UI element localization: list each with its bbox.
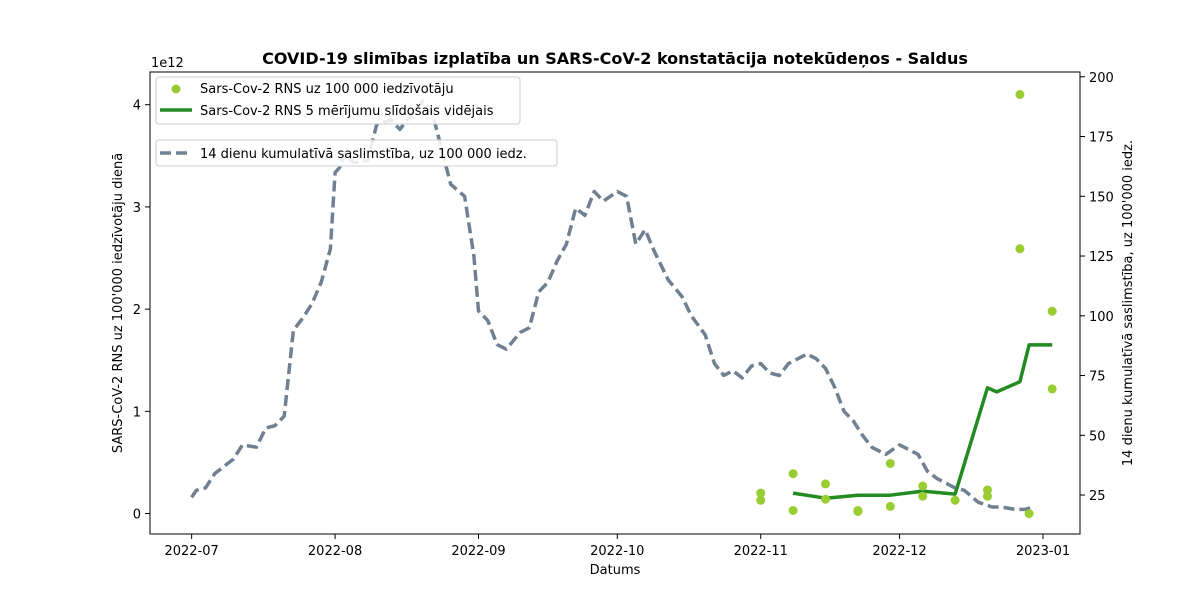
left-y-tick-label: 2	[133, 303, 141, 318]
rna-data-point	[821, 479, 830, 489]
rna-data-point	[1015, 90, 1025, 99]
rna-data-point	[853, 506, 863, 515]
legend-scatter-marker	[171, 84, 181, 94]
x-tick-label: 2022-07	[164, 544, 218, 559]
x-tick-label: 2022-08	[308, 544, 362, 559]
right-y-tick-label: 200	[1089, 71, 1114, 86]
rna-data-point	[1015, 244, 1025, 254]
rna-data-point	[788, 469, 798, 479]
left-y-tick-label: 4	[133, 99, 141, 114]
x-axis-label: Datums	[590, 563, 641, 578]
rolling-average-line	[792, 343, 1053, 500]
chart-title: COVID-19 slimības izplatība un SARS-CoV-…	[262, 49, 968, 68]
x-tick-label: 2023-01	[1016, 544, 1070, 559]
rna-data-point	[983, 491, 992, 501]
x-tick-label: 2022-12	[872, 544, 926, 559]
left-y-tick-label: 0	[133, 508, 141, 523]
x-axis: 2022-07 2022-08 2022-09 2022-10 2022-11 2022-…	[164, 534, 1070, 559]
rna-data-point	[756, 495, 766, 505]
x-tick-label: 2022-11	[734, 544, 788, 559]
right-y-tick-label: 50	[1089, 429, 1106, 444]
legend-bottom-frame	[155, 139, 558, 167]
legend-scatter-label: Sars-Cov-2 RNS uz 100 000 iedzīvotāju	[200, 82, 454, 97]
plot-frame	[149, 71, 1081, 535]
legend-bottom: 14 dienu kumulatīvā saslimstība, uz 100 …	[155, 139, 558, 167]
left-y-axis: 0 1 2 3 4	[133, 99, 150, 523]
x-tick-label: 2022-09	[451, 544, 505, 559]
rolling-average-series	[792, 343, 1053, 500]
rna-data-point	[983, 485, 992, 495]
right-y-tick-label: 125	[1089, 250, 1114, 265]
legend-incidence-label: 14 dienu kumulatīvā saslimstība, uz 100 …	[200, 147, 527, 162]
rna-data-point	[1047, 306, 1057, 316]
x-tick-label: 2022-10	[590, 544, 644, 559]
rna-data-point	[821, 494, 830, 504]
right-y-tick-label: 150	[1089, 190, 1114, 205]
rna-data-point	[1047, 384, 1057, 394]
left-axis-scale-label: 1e12	[151, 56, 184, 71]
right-y-tick-label: 75	[1089, 370, 1106, 385]
left-y-tick-label: 1	[133, 405, 141, 420]
rna-data-point	[788, 506, 798, 515]
left-y-axis-label: SARS-CoV-2 RNS uz 100'000 iedzīvotāju di…	[111, 153, 126, 453]
right-y-axis: 25 50 75 100 125 150 175 200	[1080, 71, 1114, 504]
incidence-series	[190, 98, 1035, 512]
legend-rolling-label: Sars-Cov-2 RNS 5 mērījumu slīdošais vidē…	[200, 104, 494, 119]
rna-data-point	[885, 501, 895, 511]
legend-top-frame	[155, 76, 521, 125]
rna-data-point	[756, 488, 766, 498]
right-y-tick-label: 175	[1089, 131, 1114, 146]
right-y-axis-label: 14 dienu kumulatīvā saslimstība, uz 100'…	[1121, 140, 1136, 466]
right-y-tick-label: 25	[1089, 489, 1106, 504]
rna-data-point	[885, 459, 895, 468]
right-y-tick-label: 100	[1089, 310, 1114, 325]
legend-top: Sars-Cov-2 RNS uz 100 000 iedzīvotāju Sa…	[155, 76, 521, 125]
rna-data-point	[1024, 509, 1034, 519]
rna-data-point	[918, 481, 928, 491]
rna-data-point	[950, 495, 960, 505]
incidence-line	[190, 98, 1035, 512]
rna-scatter-series	[756, 90, 1057, 519]
rna-data-point	[918, 491, 928, 501]
left-y-tick-label: 3	[133, 201, 141, 216]
